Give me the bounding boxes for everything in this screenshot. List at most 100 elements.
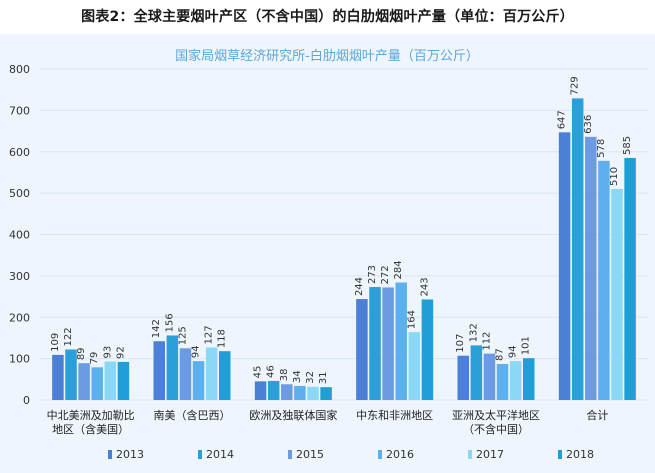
legend-item: 2014 [198,448,234,461]
data-label: 45 [253,366,264,379]
y-tick-label: 100 [9,353,30,366]
legend-item: 2017 [468,448,504,461]
bar [611,188,623,400]
data-label: 109 [50,333,61,352]
legend-label: 2014 [206,448,234,461]
bars [52,98,636,400]
y-tick-label: 600 [9,146,30,159]
x-axis-categories: 中北美洲及加勒比地区（含美国） 南美（含巴西） 欧洲及独联体国家 中东和非洲地区 亚洲及… [47,408,609,436]
bar [369,287,381,400]
data-label: 127 [204,325,215,344]
legend-item: 2015 [288,448,324,461]
bar [382,287,394,400]
legend-swatch [378,450,382,459]
bar [104,361,117,400]
data-label: 132 [468,323,479,342]
data-label: 142 [151,319,162,338]
bar [457,355,469,400]
y-tick-label: 300 [9,270,30,283]
bar [254,381,267,400]
legend-swatch [288,450,292,459]
legend: 2013 2014 2015 2016 2017 2018 [108,448,594,461]
x-category-label: 合计 [586,408,608,422]
y-tick-label: 200 [9,311,30,324]
legend-item: 2013 [108,448,144,461]
chart-panel: 国家局烟草经济研究所-白肋烟烟叶产量（百万公斤） 0 100 200 300 400 50… [0,34,655,473]
legend-label: 2013 [116,448,144,461]
legend-swatch [108,450,112,459]
bar [192,361,205,400]
bar [523,358,535,400]
chart-title: 国家局烟草经济研究所-白肋烟烟叶产量（百万公斤） [175,48,479,64]
data-label: 107 [455,334,466,353]
bar [179,348,192,400]
bar [585,136,597,400]
bar [483,353,496,400]
data-label: 31 [318,371,329,384]
bar [65,349,77,400]
legend-swatch [468,450,472,459]
bar [52,354,64,400]
bar [496,364,509,400]
data-label: 636 [583,115,594,134]
data-label: 156 [164,313,175,332]
bar [307,386,319,400]
bar [320,387,332,400]
data-label: 46 [266,365,277,378]
data-label: 284 [393,260,404,279]
bar [558,132,571,400]
x-category-label: 亚洲及太平洋地区（不含中国） [452,408,540,436]
figure-title: 图表2：全球主要烟叶产区（不含中国）的白肋烟烟叶产量（单位：百万公斤） [81,9,574,25]
legend-label: 2016 [386,448,414,461]
gridlines [40,68,648,401]
bar [408,332,421,400]
bar [395,282,407,400]
bar [205,347,218,400]
data-label: 94 [508,345,519,358]
y-axis-ticks: 0 100 200 300 400 500 600 700 800 [9,63,30,407]
y-tick-label: 700 [9,104,30,117]
bar [117,361,130,400]
data-label: 647 [557,110,568,129]
legend-item: 2016 [378,448,414,461]
data-label: 34 [292,370,303,383]
data-label: 122 [63,327,74,346]
y-tick-label: 400 [9,229,30,242]
bar [153,341,165,400]
x-category-label: 中北美洲及加勒比地区（含美国） [47,409,135,436]
bar [91,367,103,400]
data-label: 273 [367,265,378,284]
legend-label: 2017 [476,448,504,461]
data-label: 112 [481,332,492,351]
bar [78,363,90,400]
x-category-label: 南美（含巴西） [154,408,231,422]
data-label: 38 [279,369,290,382]
data-label: 93 [102,346,113,359]
data-label: 244 [354,277,365,296]
bar [624,157,636,400]
bar [166,335,179,400]
bar [598,160,610,400]
data-label: 272 [380,265,391,284]
bar [509,361,522,400]
x-category-label: 欧洲及独联体国家 [249,408,337,422]
bar [281,384,293,400]
y-tick-label: 500 [9,187,30,200]
bar [267,380,280,400]
data-label: 578 [596,139,607,158]
legend-item: 2018 [558,448,594,461]
data-label: 32 [305,371,316,384]
legend-label: 2018 [566,448,594,461]
data-label: 585 [622,136,633,155]
legend-swatch [198,450,202,459]
x-category-label: 中东和非洲地区 [356,409,433,422]
bar [421,299,434,400]
data-label: 118 [217,329,228,348]
data-label: 101 [521,336,532,355]
data-label: 79 [89,352,100,365]
bar [470,345,483,400]
data-label: 729 [570,76,581,95]
data-label: 89 [76,347,87,360]
data-label: 92 [115,346,126,359]
bar [571,98,584,400]
